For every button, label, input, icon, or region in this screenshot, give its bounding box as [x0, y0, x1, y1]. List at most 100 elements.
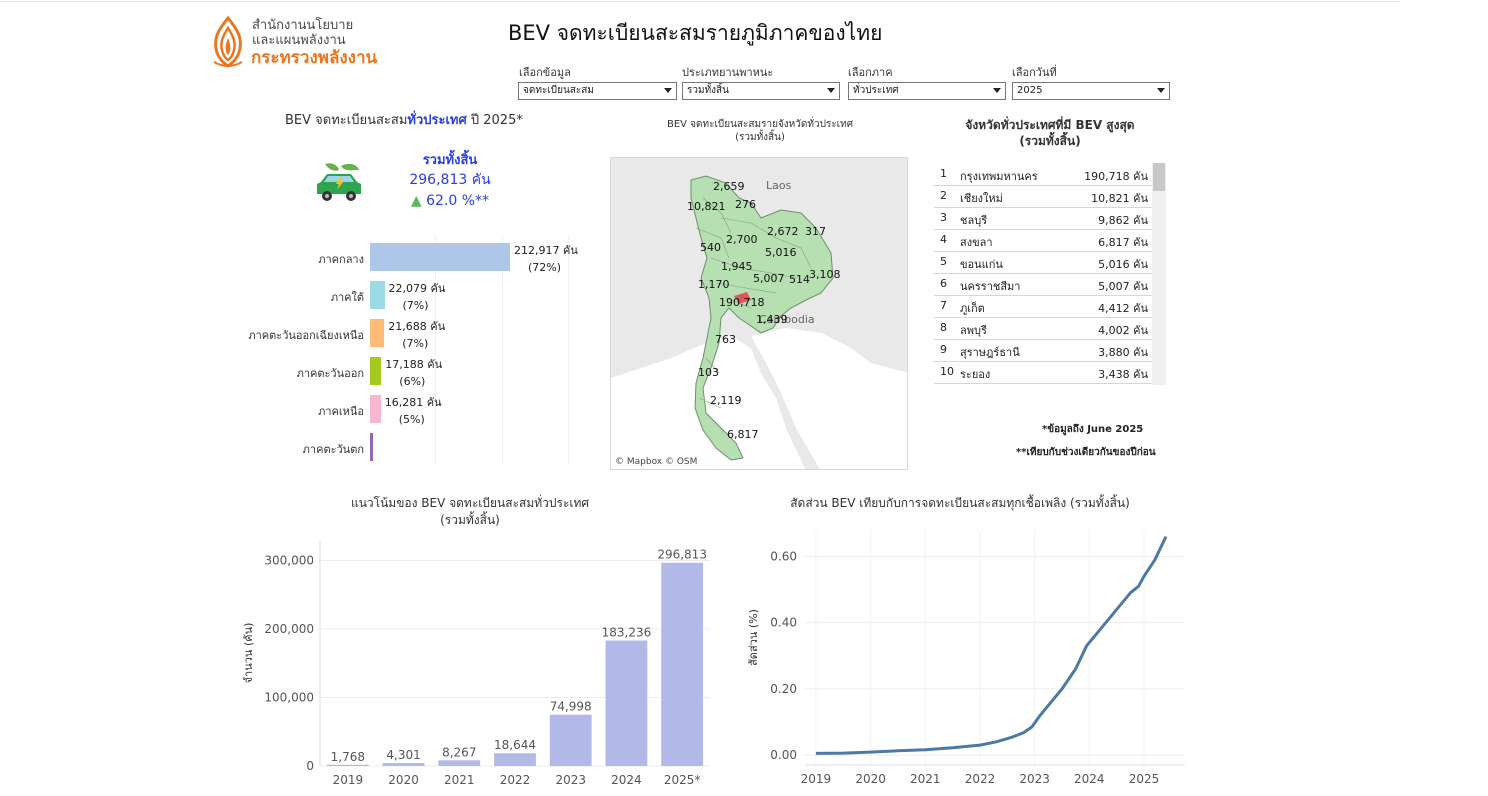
- table-cell-rank: 1: [940, 167, 947, 180]
- map-attribution[interactable]: © Mapbox © OSM: [615, 457, 698, 467]
- top-provinces-title-line2: (รวมทั้งสิ้น): [1019, 134, 1081, 148]
- trend-bar: [494, 753, 536, 766]
- map-label: 514: [789, 273, 810, 286]
- table-cell-province: ระยอง: [960, 368, 991, 381]
- map-label: 3,108: [809, 268, 841, 281]
- map-label: 1,439: [756, 313, 788, 326]
- table-cell-rank: 10: [940, 365, 954, 378]
- table-cell-value: 5,016 คัน: [1098, 258, 1148, 271]
- table-row[interactable]: 8 ลพบุรี 4,002 คัน: [934, 317, 1152, 340]
- trend-chart-title: แนวโน้มของ BEV จดทะเบียนสะสมทั่วประเทศ (…: [320, 495, 620, 529]
- x-tick-label: 2023: [1019, 772, 1050, 786]
- filter-date-select[interactable]: 2025: [1012, 82, 1170, 100]
- region-label: ภาคเหนือ: [318, 405, 364, 418]
- table-row[interactable]: 9 สุราษฎร์ธานี 3,880 คัน: [934, 339, 1152, 362]
- logo-text-line1: สำนักงานนโยบาย: [252, 18, 354, 33]
- y-tick-label: 0: [306, 759, 314, 773]
- table-cell-rank: 8: [940, 321, 947, 334]
- table-row[interactable]: 10 ระยอง 3,438 คัน: [934, 361, 1152, 384]
- chevron-down-icon: [827, 88, 835, 93]
- trend-bar-chart: 0 100,000 200,000 300,000 จำนวน (คัน) 1,768 20…: [242, 540, 710, 787]
- y-tick-label: 0.40: [770, 616, 797, 630]
- y-tick-label: 0.00: [770, 748, 797, 762]
- region-bar: [370, 395, 381, 423]
- bar-value-label: 4,301: [386, 748, 420, 762]
- map-canvas: [611, 158, 907, 469]
- map-label: 2,659: [713, 180, 745, 193]
- table-row[interactable]: 3 ชลบุรี 9,862 คัน: [934, 207, 1152, 230]
- kpi-growth: ▲ 62.0 %**: [380, 193, 520, 209]
- chevron-down-icon: [1157, 88, 1165, 93]
- filter-date-value: 2025: [1017, 85, 1043, 96]
- table-row[interactable]: 5 ขอนแก่น 5,016 คัน: [934, 251, 1152, 274]
- trend-bar: [661, 562, 704, 766]
- table-cell-province: สุราษฎร์ธานี: [960, 346, 1020, 359]
- y-tick-label: 100,000: [264, 691, 314, 705]
- region-bar: [370, 357, 382, 385]
- table-cell-rank: 9: [940, 343, 947, 356]
- x-tick-label: 2021: [910, 772, 941, 786]
- share-line-chart: 0.00 0.20 0.40 0.60 2019 2020 2021 2022 2023 2024…: [747, 530, 1185, 786]
- table-cell-value: 4,002 คัน: [1098, 324, 1148, 337]
- table-scrollbar-thumb[interactable]: [1153, 163, 1165, 191]
- table-row[interactable]: 7 ภูเก็ต 4,412 คัน: [934, 295, 1152, 318]
- y-tick-label: 0.60: [770, 549, 797, 563]
- x-tick-label: 2020: [388, 773, 419, 787]
- bar-value-label: 183,236: [602, 626, 652, 640]
- region-value: 22,079 คัน: [388, 282, 446, 295]
- x-tick-label: 2024: [1074, 772, 1105, 786]
- map-label: 276: [735, 198, 756, 211]
- trend-chart-title-line2: (รวมทั้งสิ้น): [440, 513, 500, 527]
- table-cell-value: 3,438 คัน: [1098, 368, 1148, 381]
- y-tick-label: 300,000: [264, 554, 314, 568]
- table-row[interactable]: 6 นครราชสีมา 5,007 คัน: [934, 273, 1152, 296]
- trend-bar: [605, 640, 648, 766]
- triangle-up-icon: ▲: [410, 193, 422, 209]
- kpi-title-suffix: ปี 2025*: [466, 113, 523, 128]
- map-label: 2,119: [710, 394, 742, 407]
- logo-text-ministry: กระทรวงพลังงาน: [251, 48, 378, 68]
- bar-value-label: 8,267: [442, 745, 476, 759]
- table-cell-province: ชลบุรี: [960, 214, 988, 227]
- filter-data-select[interactable]: จดทะเบียนสะสม: [518, 82, 677, 100]
- table-cell-province: กรุงเทพมหานคร: [960, 170, 1038, 183]
- filter-region-label: เลือกภาค: [848, 66, 893, 79]
- region-percent: (7%): [402, 299, 429, 312]
- share-chart-title: สัดส่วน BEV เทียบกับการจดทะเบียนสะสมทุกเ…: [790, 496, 1130, 510]
- table-row[interactable]: 2 เชียงใหม่ 10,821 คัน: [934, 185, 1152, 208]
- trend-chart-title-line1: แนวโน้มของ BEV จดทะเบียนสะสมทั่วประเทศ: [350, 496, 590, 510]
- top-provinces-title: จังหวัดทั่วประเทศที่มี BEV สูงสุด (รวมทั…: [935, 117, 1165, 149]
- region-value: 212,917 คัน: [514, 244, 578, 257]
- bar-value-label: 1,768: [331, 750, 365, 764]
- x-tick-label: 2024: [611, 773, 642, 787]
- map-title-line1: BEV จดทะเบียนสะสมรายจังหวัดทั่วประเทศ: [666, 119, 854, 130]
- filter-data-value: จดทะเบียนสะสม: [523, 85, 594, 96]
- kpi-title-prefix: BEV จดทะเบียนสะสม: [285, 113, 408, 128]
- filter-vehicle-select[interactable]: รวมทั้งสิ้น: [682, 82, 840, 100]
- province-map[interactable]: Laos Cambodia 2,659 10,821 276 2,672 317…: [610, 157, 908, 470]
- top-provinces-title-line1: จังหวัดทั่วประเทศที่มี BEV สูงสุด: [965, 118, 1135, 132]
- map-label: 763: [715, 333, 736, 346]
- map-label: 5,016: [765, 246, 797, 259]
- table-row[interactable]: 1 กรุงเทพมหานคร 190,718 คัน: [934, 163, 1152, 186]
- map-label: 190,718: [719, 296, 765, 309]
- region-bar: [370, 281, 385, 309]
- table-cell-province: สงขลา: [960, 236, 993, 249]
- table-row[interactable]: 4 สงขลา 6,817 คัน: [934, 229, 1152, 252]
- table-cell-province: ภูเก็ต: [960, 302, 985, 315]
- region-percent: (5%): [398, 413, 425, 426]
- filter-region-select[interactable]: ทั่วประเทศ: [848, 82, 1006, 100]
- table-scrollbar[interactable]: [1152, 163, 1166, 385]
- table-cell-rank: 4: [940, 233, 947, 246]
- region-label: ภาคตะวันออก: [296, 367, 364, 380]
- table-cell-province: นครราชสีมา: [960, 280, 1021, 293]
- region-percent: (7%): [402, 337, 429, 350]
- table-cell-province: ลพบุรี: [960, 324, 987, 337]
- table-cell-province: ขอนแก่น: [960, 258, 1003, 271]
- region-label: ภาคกลาง: [318, 253, 364, 266]
- map-place-cambodia: Cambodia: [759, 313, 815, 326]
- region-value: 21,688 คัน: [388, 320, 446, 333]
- x-tick-label: 2025*: [664, 773, 701, 787]
- kpi-title-highlight: ทั่วประเทศ: [407, 113, 467, 128]
- kpi-total-label: รวมทั้งสิ้น: [422, 153, 478, 168]
